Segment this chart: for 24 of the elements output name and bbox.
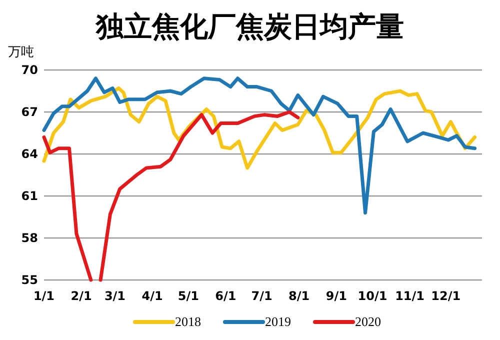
x-tick-label: 10/1 <box>358 289 388 303</box>
legend-label: 2020 <box>355 314 381 329</box>
x-tick-label: 8/1 <box>288 289 310 303</box>
y-tick-label: 70 <box>21 63 38 78</box>
chart-title: 独立焦化厂焦炭日均产量 <box>95 10 404 43</box>
x-tick-label: 9/1 <box>326 289 347 303</box>
x-tick-label: 1/1 <box>33 289 55 303</box>
x-tick-label: 4/1 <box>142 289 163 303</box>
y-tick-label: 58 <box>21 231 38 246</box>
legend-label: 2018 <box>175 314 201 329</box>
y-tick-label: 64 <box>21 147 38 162</box>
x-tick-label: 3/1 <box>104 289 126 303</box>
y-tick-label: 55 <box>21 273 38 288</box>
x-tick-label: 5/1 <box>178 289 199 303</box>
line-series <box>42 76 477 215</box>
y-tick-label: 67 <box>21 105 38 120</box>
x-tick-label: 11/1 <box>395 289 425 303</box>
y-axis-title: 万吨 <box>8 45 34 60</box>
legend-label: 2019 <box>265 314 291 329</box>
x-tick-label: 12/1 <box>431 289 461 303</box>
y-tick-label: 61 <box>21 189 38 204</box>
x-tick-label: 7/1 <box>251 289 272 303</box>
x-tick-label: 2/1 <box>70 289 92 303</box>
x-tick-label: 6/1 <box>215 289 236 303</box>
